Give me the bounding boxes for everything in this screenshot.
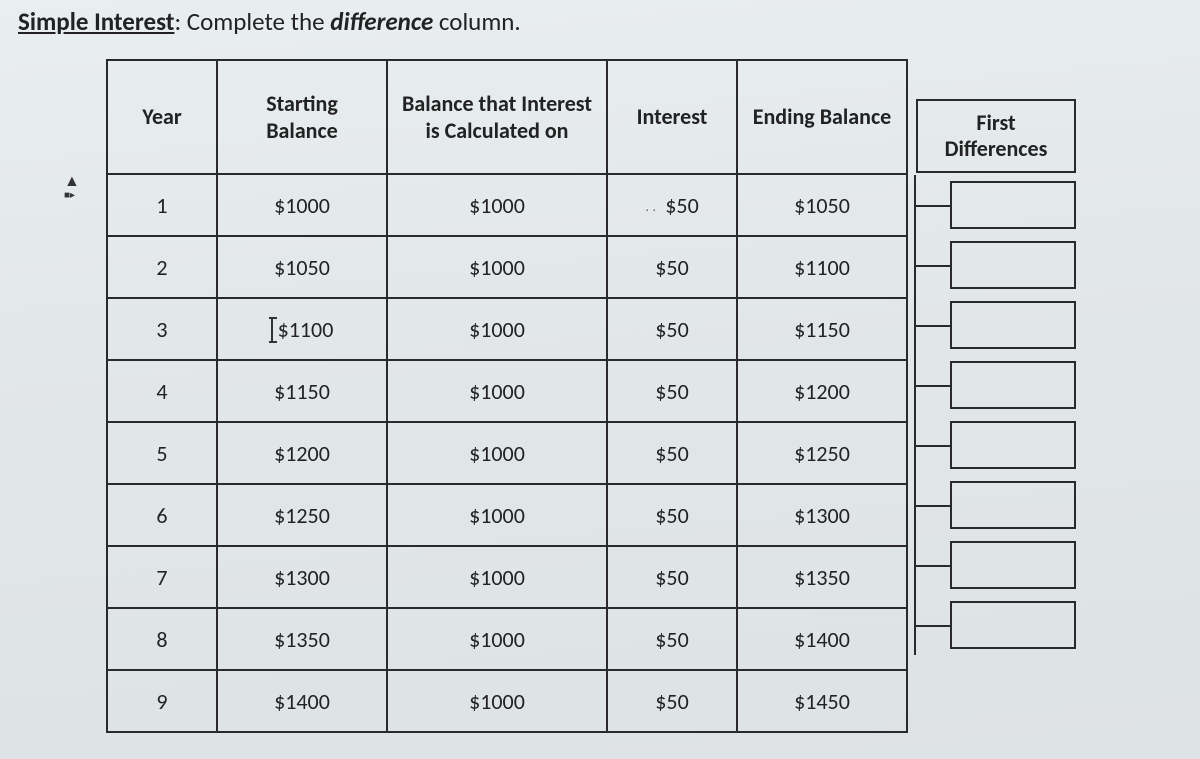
cell-ending: $1250 xyxy=(737,422,907,484)
cell-interest: $50 xyxy=(607,546,737,608)
connector-line-icon xyxy=(916,301,950,349)
table-row: 2$1050$1000$50$1100 xyxy=(107,236,907,298)
connector-line-icon xyxy=(916,181,950,229)
cell-year: 8 xyxy=(107,608,217,670)
first-difference-row xyxy=(916,475,1076,535)
cell-starting: $1400 xyxy=(217,670,387,732)
cell-starting: $1250 xyxy=(217,484,387,546)
cell-calc-on: $1000 xyxy=(387,236,607,298)
cell-interest: ․․$50 xyxy=(607,174,737,236)
cell-starting: $1300 xyxy=(217,546,387,608)
first-differences-header: First Differences xyxy=(916,99,1076,173)
cell-calc-on: $1000 xyxy=(387,546,607,608)
cell-ending: $1450 xyxy=(737,670,907,732)
title-rest-after: column. xyxy=(433,6,521,37)
cell-year: 4 xyxy=(107,360,217,422)
cell-interest: $50 xyxy=(607,236,737,298)
cell-calc-on: $1000 xyxy=(387,608,607,670)
cell-interest: $50 xyxy=(607,608,737,670)
first-difference-row xyxy=(916,175,1076,235)
cell-starting: $1150 xyxy=(217,360,387,422)
table-row: 7$1300$1000$50$1350 xyxy=(107,546,907,608)
cell-interest: $50 xyxy=(607,422,737,484)
table-row: 9$1400$1000$50$1450 xyxy=(107,670,907,732)
cell-year: 5 xyxy=(107,422,217,484)
cell-calc-on: $1000 xyxy=(387,422,607,484)
table-row: 3$1100$1000$50$1150 xyxy=(107,298,907,360)
title-emphasis: difference xyxy=(330,6,433,37)
cell-year: 9 xyxy=(107,670,217,732)
cell-year: 3 xyxy=(107,298,217,360)
title-rest-before: : Complete the xyxy=(174,6,330,37)
cell-starting: $1000 xyxy=(217,174,387,236)
first-difference-row xyxy=(916,235,1076,295)
speckle-icon: ․․ xyxy=(645,201,659,215)
connector-line-icon xyxy=(916,541,950,589)
col-header-interest: Interest xyxy=(607,60,737,174)
cell-year: 2 xyxy=(107,236,217,298)
col-header-starting: Starting Balance xyxy=(217,60,387,174)
table-row: 6$1250$1000$50$1300 xyxy=(107,484,907,546)
cell-interest: $50 xyxy=(607,360,737,422)
cell-starting: $1350 xyxy=(217,608,387,670)
instruction-line: Simple Interest: Complete the difference… xyxy=(18,6,1182,37)
cell-ending: $1300 xyxy=(737,484,907,546)
connector-line-icon xyxy=(916,601,950,649)
connector-line-icon xyxy=(916,481,950,529)
first-difference-cell[interactable] xyxy=(950,601,1076,649)
col-header-year: Year xyxy=(107,60,217,174)
table-row: 1$1000$1000․․$50$1050 xyxy=(107,174,907,236)
cell-ending: $1100 xyxy=(737,236,907,298)
cell-year: 6 xyxy=(107,484,217,546)
cell-interest: $50 xyxy=(607,484,737,546)
first-difference-cell[interactable] xyxy=(950,301,1076,349)
cell-calc-on: $1000 xyxy=(387,360,607,422)
cell-calc-on: $1000 xyxy=(387,670,607,732)
table-header-row: Year Starting Balance Balance that Inter… xyxy=(107,60,907,174)
first-difference-row xyxy=(916,595,1076,655)
pointer-icon-small: ■▸ xyxy=(64,188,75,201)
first-difference-cell[interactable] xyxy=(950,361,1076,409)
connector-line-icon xyxy=(916,361,950,409)
first-difference-cell[interactable] xyxy=(950,481,1076,529)
cell-ending: $1400 xyxy=(737,608,907,670)
connector-line-icon xyxy=(916,421,950,469)
simple-interest-table: Year Starting Balance Balance that Inter… xyxy=(106,59,908,733)
title-lead: Simple Interest xyxy=(18,6,174,37)
col-header-calc-on: Balance that Interest is Calculated on xyxy=(387,60,607,174)
connector-line-icon xyxy=(916,241,950,289)
text-cursor-icon xyxy=(271,319,274,341)
cell-calc-on: $1000 xyxy=(387,298,607,360)
first-difference-cell[interactable] xyxy=(950,541,1076,589)
cell-calc-on: $1000 xyxy=(387,174,607,236)
col-header-ending: Ending Balance xyxy=(737,60,907,174)
cell-starting: $1200 xyxy=(217,422,387,484)
cell-ending: $1200 xyxy=(737,360,907,422)
cell-starting: $1050 xyxy=(217,236,387,298)
cell-calc-on: $1000 xyxy=(387,484,607,546)
cell-starting: $1100 xyxy=(217,298,387,360)
first-difference-row xyxy=(916,355,1076,415)
cell-year: 1 xyxy=(107,174,217,236)
cell-ending: $1350 xyxy=(737,546,907,608)
first-difference-row xyxy=(916,295,1076,355)
first-difference-cell[interactable] xyxy=(950,181,1076,229)
cell-year: 7 xyxy=(107,546,217,608)
table-row: 4$1150$1000$50$1200 xyxy=(107,360,907,422)
first-difference-row xyxy=(916,415,1076,475)
cell-ending: $1050 xyxy=(737,174,907,236)
first-differences-block: First Differences xyxy=(916,99,1076,655)
table-row: 5$1200$1000$50$1250 xyxy=(107,422,907,484)
cell-interest: $50 xyxy=(607,298,737,360)
cell-ending: $1150 xyxy=(737,298,907,360)
cell-interest: $50 xyxy=(607,670,737,732)
first-difference-cell[interactable] xyxy=(950,421,1076,469)
table-row: 8$1350$1000$50$1400 xyxy=(107,608,907,670)
first-difference-row xyxy=(916,535,1076,595)
first-difference-cell[interactable] xyxy=(950,241,1076,289)
